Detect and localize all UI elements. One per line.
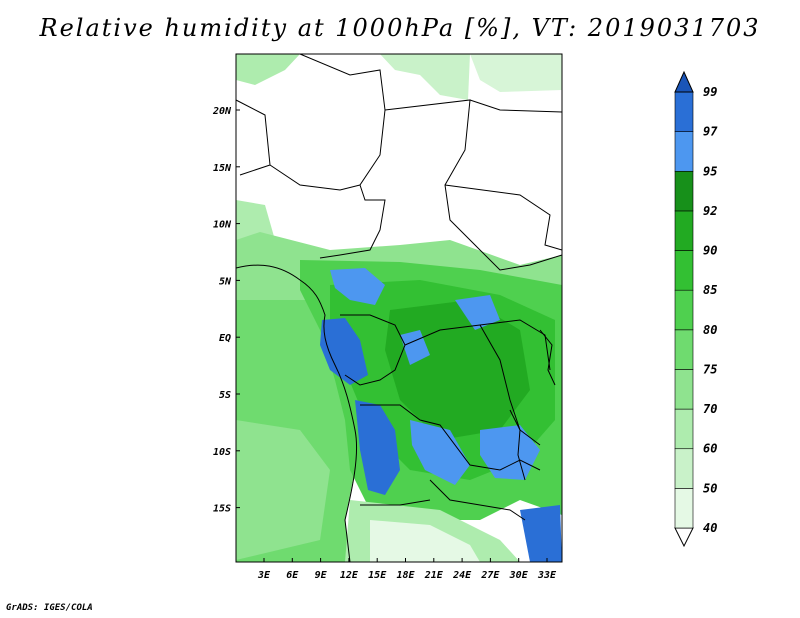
credit-text: GrADS: IGES/COLA: [6, 603, 93, 613]
blue-patch-mozambique: [520, 505, 562, 562]
blue-patch-angola: [355, 400, 400, 495]
blue-patch-cameroon: [330, 268, 385, 305]
map-frame: [235, 53, 563, 563]
lat-label: 5S: [219, 390, 231, 401]
colorbar-swatch: [674, 70, 694, 93]
south-drier: [370, 520, 480, 562]
nw-patch: [236, 54, 300, 85]
colorbar-swatch: [674, 250, 694, 291]
colorbar-swatch: [674, 91, 694, 132]
colorbar-swatch: [674, 289, 694, 331]
lon-label: 9E: [315, 570, 328, 581]
lat-label: 15S: [213, 504, 231, 515]
lon-label: 12E: [340, 570, 359, 581]
colorbar-swatch: [674, 408, 694, 450]
lon-label: 21E: [424, 570, 444, 581]
lat-label: 10N: [213, 220, 232, 231]
colorbar-swatch: [674, 527, 694, 548]
colorbar-label: 90: [703, 244, 717, 258]
lon-label: 15E: [368, 570, 387, 581]
lon-label: 30E: [509, 570, 529, 581]
lon-label: 18E: [396, 570, 415, 581]
colorbar-label: 40: [703, 521, 717, 535]
lat-label: 5N: [219, 276, 232, 287]
colorbar-label: 92: [703, 204, 717, 218]
map-field: [236, 54, 562, 562]
lon-label: 33E: [537, 570, 557, 581]
longitude-axis: 3E 6E 9E 12E 15E 18E 21E 24E 27E 30E 33E: [257, 558, 557, 581]
colorbar-swatch: [674, 210, 694, 251]
colorbar-label: 85: [703, 283, 717, 297]
colorbar-label: 80: [703, 323, 717, 337]
lon-label: 24E: [452, 570, 472, 581]
colorbar-label: 60: [703, 442, 717, 456]
ocean-south: [236, 420, 330, 560]
colorbar-swatch: [674, 448, 694, 489]
colorbar-swatch: [674, 170, 694, 212]
blue-patch-ne: [455, 295, 500, 330]
colorbar-label: 70: [703, 402, 717, 416]
borders: [236, 54, 562, 562]
lon-label: 3E: [257, 570, 271, 581]
colorbar-swatch: [674, 369, 694, 410]
lat-label: 15N: [213, 163, 232, 174]
latitude-axis: 20N 15N 10N 5N EQ 5S 10S 15S: [212, 106, 240, 515]
lat-label: 10S: [213, 447, 231, 458]
lon-label: 6E: [286, 570, 299, 581]
colorbar-label: 99: [703, 85, 717, 99]
blue-patch-east: [480, 425, 540, 480]
blue-patch-gabon: [320, 318, 368, 385]
colorbar-swatch: [674, 488, 694, 529]
lat-label: 20N: [212, 106, 232, 117]
lat-label: EQ: [219, 333, 231, 344]
colorbar-label: 97: [703, 125, 718, 139]
colorbar-swatch: [674, 131, 694, 172]
colorbar-label: 75: [703, 362, 717, 376]
chart-title: Relative humidity at 1000hPa [%], VT: 20…: [39, 14, 761, 42]
colorbar-label: 95: [703, 164, 717, 178]
colorbar: 40 50 60 70 75 80 85 90 92 95 97 99: [674, 70, 718, 548]
colorbar-label: 50: [703, 481, 717, 495]
colorbar-swatch: [674, 329, 694, 370]
north-patch: [380, 54, 470, 100]
ne-patch: [470, 54, 562, 92]
lon-label: 27E: [480, 570, 500, 581]
blue-patch-basin: [400, 330, 430, 365]
blue-patch-katanga: [410, 420, 470, 485]
